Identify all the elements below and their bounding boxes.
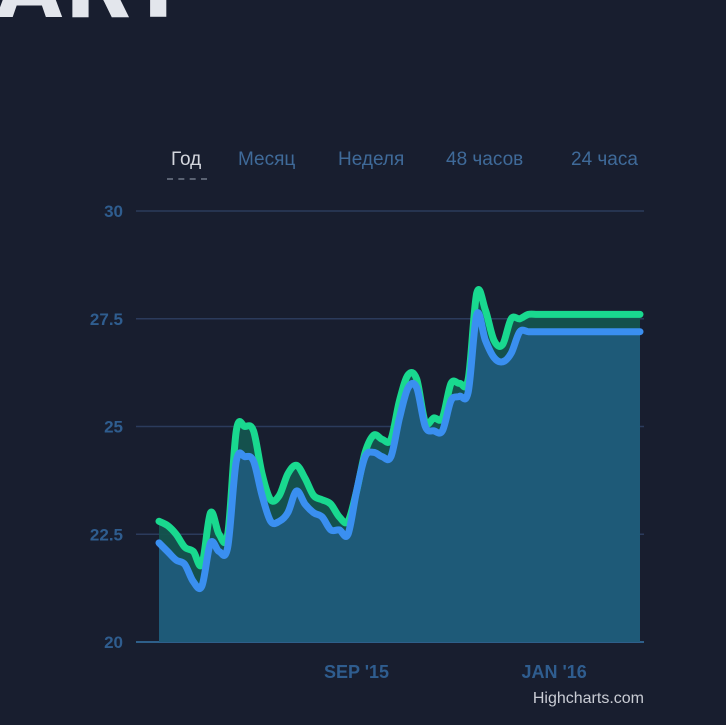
x-tick-label: SEP '15 <box>324 662 389 682</box>
y-axis: 20 22.5 25 27.5 30 <box>90 202 123 652</box>
series-lower-line <box>155 309 644 593</box>
tab-year[interactable]: Год <box>166 146 208 180</box>
tab-24-hours[interactable]: 24 часа <box>571 149 638 170</box>
x-tick-label: JAN '16 <box>521 662 586 682</box>
series-lines <box>155 286 644 593</box>
tab-48-hours[interactable]: 48 часов <box>446 149 524 170</box>
series-upper-line <box>155 286 644 570</box>
tab-week[interactable]: Неделя <box>338 149 405 170</box>
highcharts-credits-link[interactable]: Highcharts.com <box>532 690 644 707</box>
y-tick-label: 27.5 <box>90 310 123 329</box>
series-lower-area <box>159 312 640 642</box>
y-tick-label: 25 <box>104 418 123 437</box>
y-tick-label: 30 <box>104 202 123 221</box>
y-tick-label: 22.5 <box>90 525 123 544</box>
x-axis: SEP '15 JAN '16 <box>324 662 587 682</box>
y-tick-label: 20 <box>104 633 123 652</box>
page-heading-fragment: ART <box>0 0 190 38</box>
tab-month[interactable]: Месяц <box>238 149 296 170</box>
range-selector: Год Месяц Неделя 48 часов 24 часа <box>0 146 726 186</box>
series-areas <box>159 289 640 642</box>
